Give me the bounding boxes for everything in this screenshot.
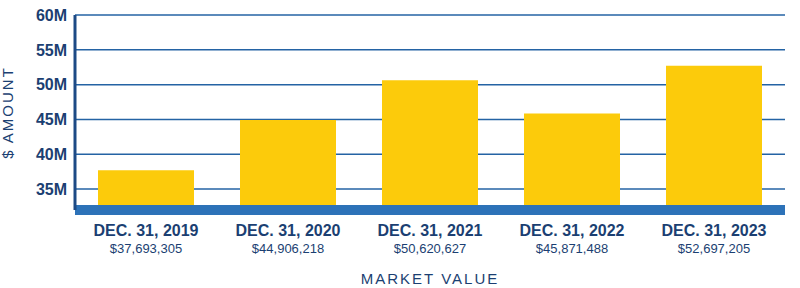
svg-text:45M: 45M xyxy=(36,111,67,128)
svg-text:DEC. 31, 2023: DEC. 31, 2023 xyxy=(662,222,767,239)
svg-text:$52,697,205: $52,697,205 xyxy=(678,241,750,256)
svg-text:60M: 60M xyxy=(36,7,67,24)
svg-text:$ AMOUNT: $ AMOUNT xyxy=(0,66,16,159)
svg-text:$37,693,305: $37,693,305 xyxy=(110,241,182,256)
svg-text:55M: 55M xyxy=(36,42,67,59)
svg-text:DEC. 31, 2022: DEC. 31, 2022 xyxy=(520,222,625,239)
svg-text:50M: 50M xyxy=(36,76,67,93)
svg-text:DEC. 31, 2021: DEC. 31, 2021 xyxy=(378,222,483,239)
svg-text:35M: 35M xyxy=(36,181,67,198)
svg-text:$44,906,218: $44,906,218 xyxy=(252,241,324,256)
svg-text:$50,620,627: $50,620,627 xyxy=(394,241,466,256)
svg-text:MARKET VALUE: MARKET VALUE xyxy=(361,270,499,287)
svg-text:$45,871,488: $45,871,488 xyxy=(536,241,608,256)
svg-text:40M: 40M xyxy=(36,146,67,163)
svg-text:DEC. 31, 2020: DEC. 31, 2020 xyxy=(236,222,341,239)
svg-text:DEC. 31, 2019: DEC. 31, 2019 xyxy=(94,222,199,239)
